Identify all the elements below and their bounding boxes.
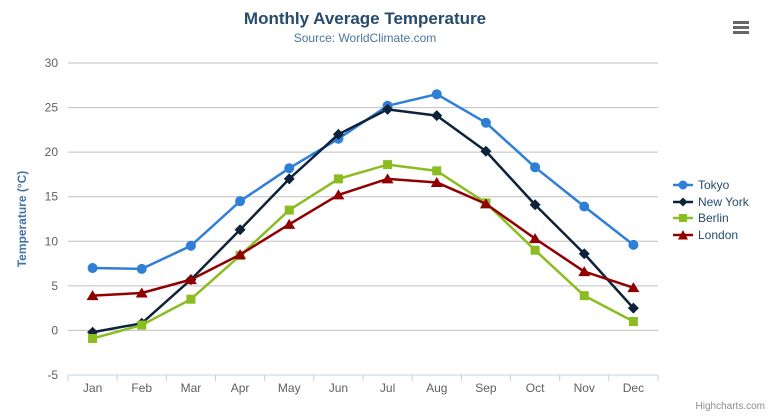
data-point-berlin-oct[interactable] — [530, 245, 540, 255]
data-point-tokyo-aug[interactable] — [431, 89, 442, 100]
x-axis-label-may: May — [278, 381, 301, 395]
chart-subtitle: Source: WorldClimate.com — [293, 31, 437, 45]
data-point-london-oct[interactable] — [529, 233, 542, 244]
x-axis-label-aug: Aug — [426, 381, 447, 395]
data-point-london-mar[interactable] — [184, 274, 197, 285]
chart-context-menu-button[interactable] — [733, 21, 749, 34]
x-axis-label-jul: Jul — [380, 381, 395, 395]
legend-triangle-icon — [673, 229, 693, 240]
data-point-london-apr[interactable] — [234, 249, 247, 260]
legend-square-icon — [673, 214, 693, 223]
legend-label-new-york: New York — [698, 194, 749, 209]
legend-circle-icon — [673, 180, 693, 190]
data-point-tokyo-mar[interactable] — [185, 240, 196, 251]
y-axis-label: 0 — [51, 323, 58, 337]
y-axis-label: 15 — [45, 190, 59, 204]
data-point-london-jan[interactable] — [86, 290, 99, 301]
data-point-london-dec[interactable] — [627, 282, 640, 293]
y-axis-label: 20 — [45, 145, 59, 159]
data-point-berlin-aug[interactable] — [432, 166, 442, 176]
data-point-london-aug[interactable] — [430, 176, 443, 187]
data-point-berlin-may[interactable] — [284, 205, 294, 215]
data-point-tokyo-jan[interactable] — [87, 263, 98, 274]
data-point-berlin-nov[interactable] — [579, 291, 589, 301]
legend-item-new-york[interactable]: New York — [673, 194, 749, 211]
data-point-tokyo-dec[interactable] — [628, 239, 639, 250]
legend-label-tokyo: Tokyo — [698, 178, 730, 193]
data-point-london-feb[interactable] — [135, 287, 148, 298]
legend: Tokyo New York Berlin London — [673, 177, 749, 243]
y-axis-title: Temperature (°C) — [15, 171, 29, 268]
data-point-tokyo-sep[interactable] — [480, 117, 491, 128]
data-point-tokyo-may[interactable] — [284, 163, 295, 174]
series-line-london — [91, 177, 635, 297]
data-point-new-york-jul[interactable] — [382, 103, 394, 115]
x-axis-label-nov: Nov — [574, 381, 595, 395]
legend-diamond-icon — [673, 197, 693, 207]
x-axis-label-mar: Mar — [181, 381, 202, 395]
data-point-berlin-jun[interactable] — [333, 174, 343, 184]
legend-item-london[interactable]: London — [673, 227, 749, 244]
data-point-tokyo-nov[interactable] — [579, 201, 590, 212]
y-axis-label: -5 — [47, 368, 58, 382]
data-point-london-jun[interactable] — [332, 189, 345, 200]
x-axis-label-oct: Oct — [526, 381, 545, 395]
data-point-new-york-dec[interactable] — [627, 302, 639, 314]
y-axis-label: 5 — [51, 279, 58, 293]
data-point-berlin-feb[interactable] — [137, 320, 147, 330]
y-axis-label: 30 — [45, 56, 59, 70]
data-point-new-york-apr[interactable] — [234, 224, 246, 236]
x-axis-label-jan: Jan — [83, 381, 102, 395]
credits-link[interactable]: Highcharts.com — [695, 401, 765, 412]
data-point-new-york-sep[interactable] — [480, 145, 492, 157]
legend-item-tokyo[interactable]: Tokyo — [673, 177, 749, 194]
data-point-new-york-oct[interactable] — [529, 199, 541, 211]
x-axis-label-feb: Feb — [131, 381, 152, 395]
data-point-berlin-jan[interactable] — [88, 333, 98, 343]
x-axis-label-jun: Jun — [329, 381, 348, 395]
data-point-london-may[interactable] — [283, 218, 296, 229]
data-point-berlin-dec[interactable] — [628, 317, 638, 327]
data-point-tokyo-apr[interactable] — [235, 196, 246, 207]
data-point-new-york-nov[interactable] — [578, 248, 590, 260]
data-point-new-york-may[interactable] — [283, 173, 295, 185]
data-point-london-nov[interactable] — [578, 266, 591, 277]
hamburger-icon-bar — [733, 26, 749, 29]
x-axis-label-sep: Sep — [475, 381, 497, 395]
y-axis-label: 25 — [45, 101, 59, 115]
data-point-tokyo-oct[interactable] — [530, 162, 541, 173]
series-line-new-york — [91, 108, 635, 334]
legend-label-london: London — [698, 227, 739, 242]
x-axis-label-apr: Apr — [231, 381, 250, 395]
hamburger-icon-bar — [733, 21, 749, 24]
y-axis-label: 10 — [45, 234, 59, 248]
x-axis-label-dec: Dec — [623, 381, 644, 395]
chart-title: Monthly Average Temperature — [243, 9, 487, 28]
data-point-new-york-aug[interactable] — [431, 110, 443, 122]
data-point-berlin-mar[interactable] — [186, 294, 196, 304]
data-point-tokyo-feb[interactable] — [136, 263, 147, 274]
legend-item-berlin[interactable]: Berlin — [673, 210, 749, 227]
data-point-london-sep[interactable] — [479, 198, 492, 209]
data-point-new-york-jun[interactable] — [332, 128, 344, 140]
data-point-berlin-jul[interactable] — [383, 160, 393, 170]
series-line-tokyo — [91, 92, 635, 271]
legend-label-berlin: Berlin — [698, 211, 729, 226]
series-line-berlin — [91, 163, 635, 340]
hamburger-icon-bar — [733, 31, 749, 34]
data-point-london-jul[interactable] — [381, 173, 394, 184]
